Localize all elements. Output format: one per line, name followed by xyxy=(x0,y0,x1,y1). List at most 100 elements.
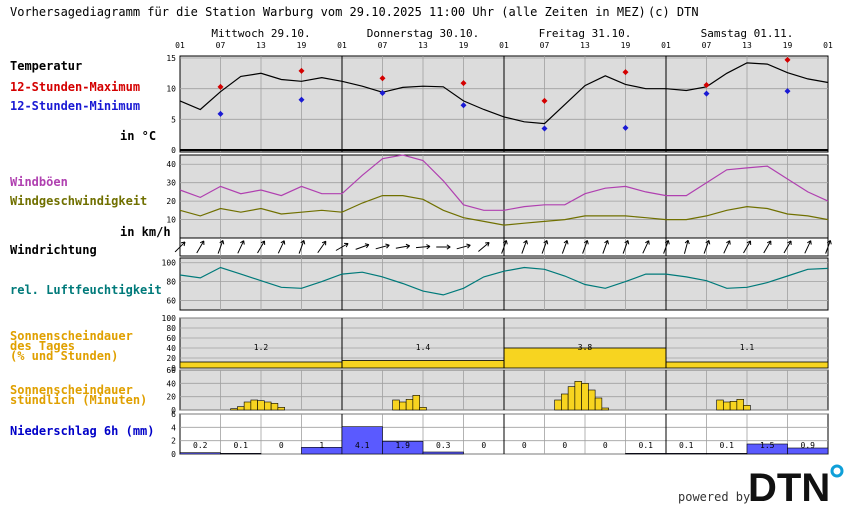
precip-value-label: 0.1 xyxy=(234,441,249,450)
arrow-shaft xyxy=(375,244,390,250)
wind-direction-arrow xyxy=(335,242,349,251)
tmax-label: 12-Stunden-Maximum xyxy=(10,80,140,94)
tmin-point xyxy=(379,89,386,96)
day-header: Freitag 31.10. xyxy=(539,27,632,40)
sun-day-tick-label: 80 xyxy=(166,324,176,333)
wind-label: Windgeschwindigkeit xyxy=(10,194,147,208)
hour-tick-label: 13 xyxy=(742,41,752,50)
arrow-head xyxy=(321,240,326,244)
wind-direction-arrow xyxy=(456,243,471,250)
arrow-shaft xyxy=(743,240,751,254)
arrow-shaft xyxy=(478,242,490,252)
sun-hour-bar xyxy=(405,399,414,411)
arrow-head xyxy=(487,242,490,247)
arrow-head xyxy=(729,240,731,245)
sun-day-tick-label: 0 xyxy=(171,364,176,373)
precip-value-label: 0.1 xyxy=(679,441,694,450)
precip-value-label: 1 xyxy=(319,441,324,450)
arrow-head xyxy=(364,243,369,246)
hour-tick-label: 07 xyxy=(216,41,226,50)
tmin-label: 12-Stunden-Minimum xyxy=(10,99,140,113)
wind-direction-arrow xyxy=(663,240,670,254)
arrow-head xyxy=(199,240,204,244)
sun-hour-bar xyxy=(243,401,252,411)
sun-hour-bar xyxy=(264,401,272,411)
arrow-head xyxy=(607,240,609,245)
arrow-head xyxy=(219,240,224,244)
arrow-head xyxy=(726,240,730,244)
sun-day-label-1: Sonnenscheindauer xyxy=(10,329,133,343)
arrow-shaft xyxy=(237,240,245,254)
precip-tick-label: 4 xyxy=(171,423,176,432)
temp-label: Temperatur xyxy=(10,59,82,73)
tmin-point xyxy=(703,90,710,97)
precip-bar xyxy=(382,441,424,455)
day-headers: Mittwoch 29.10. Donnerstag 30.10. Freitag … xyxy=(211,27,793,40)
arrow-head xyxy=(627,240,630,245)
humidity-line xyxy=(179,266,829,296)
arrow-head xyxy=(583,240,588,244)
arrow-head xyxy=(365,244,370,249)
hour-tick-labels: 01 07 13 19 01 07 13 19 01 07 13 19 01 07 13 19 01 xyxy=(175,41,833,50)
arrow-head xyxy=(405,243,410,247)
wind-direction-arrow xyxy=(622,240,630,254)
arrow-head xyxy=(426,245,431,250)
hour-tick-label: 13 xyxy=(580,41,590,50)
hour-tick-label: 01 xyxy=(175,41,185,50)
wind-direction-arrow xyxy=(298,240,306,254)
sun-hour-bar xyxy=(574,381,582,411)
sun-day-bar xyxy=(341,360,505,369)
temp-tick-label: 10 xyxy=(166,85,176,94)
tmin-point xyxy=(622,124,629,131)
tmax-point xyxy=(217,83,224,90)
arrow-shaft xyxy=(521,240,528,254)
tmax-point xyxy=(379,75,386,82)
tmax-point xyxy=(460,80,467,87)
arrow-head xyxy=(705,240,710,244)
day-header: Samstag 01.11. xyxy=(701,27,794,40)
wind-tick-label: 30 xyxy=(166,179,176,188)
precip-value-label: 1.5 xyxy=(760,441,775,450)
precip-value-label: 1.9 xyxy=(396,441,411,450)
wind-direction-arrow xyxy=(723,240,731,254)
sun-hour-bar xyxy=(743,405,751,411)
wind-direction-arrow xyxy=(582,240,589,254)
arrow-shaft xyxy=(395,245,410,249)
dtn-logo: DTN xyxy=(748,464,844,510)
sun-hour-bar xyxy=(736,399,744,411)
arrow-shaft xyxy=(196,240,205,254)
precip-value-label: 0.9 xyxy=(801,441,816,450)
day-header: Mittwoch 29.10. xyxy=(211,27,310,40)
arrow-shaft xyxy=(298,240,305,254)
tmax-point xyxy=(622,69,629,76)
hour-tick-label: 19 xyxy=(621,41,631,50)
arrow-head xyxy=(260,240,265,244)
sun-hour-label-2: stündlich (Minuten) xyxy=(10,393,147,407)
tmin-point xyxy=(460,102,467,109)
arrow-head xyxy=(526,240,528,245)
arrow-head xyxy=(563,240,568,244)
precip-bar xyxy=(179,452,221,455)
arrow-head xyxy=(766,240,771,244)
arrow-shaft xyxy=(501,240,507,254)
precip-label: Niederschlag 6h (mm) xyxy=(10,424,155,438)
tmin-point xyxy=(541,125,548,132)
precip-value-label: 0 xyxy=(603,441,608,450)
precip-value-label: 0.3 xyxy=(436,441,451,450)
temp-unit: in °C xyxy=(120,129,156,143)
wind-direction-arrow xyxy=(478,242,490,252)
tmax-point xyxy=(703,81,710,88)
arrow-head xyxy=(283,240,286,245)
tmax-point xyxy=(541,97,548,104)
gust-label: Windböen xyxy=(10,175,68,189)
arrow-shaft xyxy=(703,240,710,254)
arrow-head xyxy=(684,239,689,244)
sun-hour-bar xyxy=(412,395,420,411)
precip-value-label: 0 xyxy=(481,441,486,450)
arrow-shaft xyxy=(642,240,650,254)
wind-direction-arrow xyxy=(763,240,772,254)
temp-tick-label: 15 xyxy=(166,54,176,63)
copyright: (c) DTN xyxy=(648,5,699,19)
